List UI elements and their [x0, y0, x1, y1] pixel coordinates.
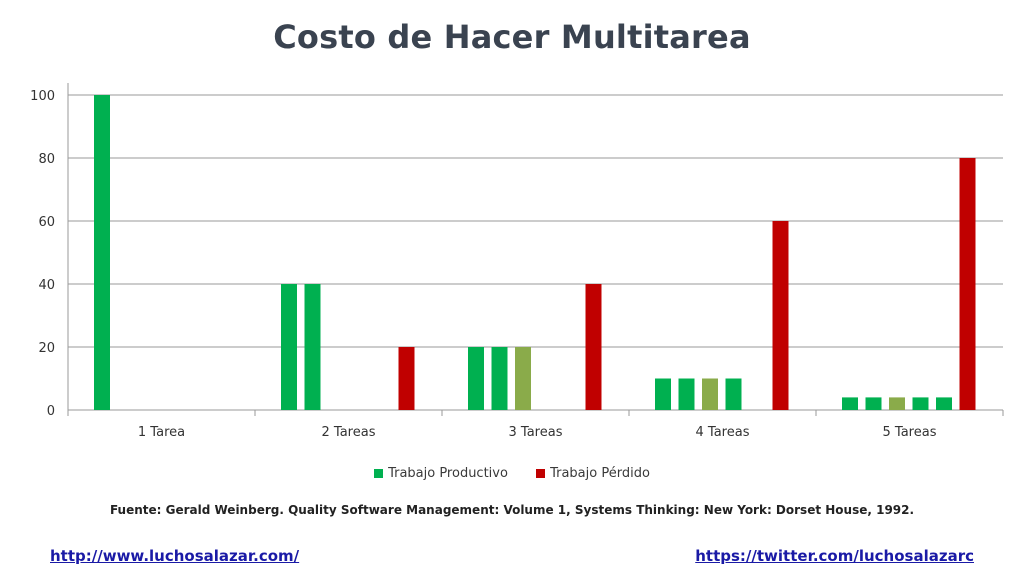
legend-item-productive: Trabajo Productivo: [374, 466, 508, 481]
bar-productive: [912, 397, 929, 410]
bar-productive: [702, 378, 718, 410]
y-tick-label: 60: [38, 215, 55, 230]
bar-productive: [725, 378, 742, 410]
x-tick-label: 3 Tareas: [509, 425, 563, 440]
bar-productive: [468, 347, 484, 410]
chart-title: Costo de Hacer Multitarea: [273, 18, 751, 56]
x-tick-label: 1 Tarea: [138, 425, 185, 440]
chart-legend: Trabajo Productivo Trabajo Pérdido: [0, 466, 1024, 482]
source-citation: Fuente: Gerald Weinberg. Quality Softwar…: [109, 503, 915, 517]
bar-productive: [936, 397, 952, 410]
legend-label-productive: Trabajo Productivo: [388, 466, 508, 481]
bar-productive: [491, 347, 508, 410]
website-link[interactable]: http://www.luchosalazar.com/: [50, 547, 300, 565]
y-tick-label: 100: [30, 89, 55, 104]
bar-productive: [655, 378, 671, 410]
bar-lost: [585, 284, 602, 410]
y-tick-label: 80: [38, 152, 55, 167]
bar-productive: [865, 397, 882, 410]
bar-lost: [398, 347, 415, 410]
x-tick-label: 2 Tareas: [322, 425, 376, 440]
bar-productive: [281, 284, 297, 410]
bar-productive: [889, 397, 905, 410]
bar-lost: [959, 158, 976, 410]
bar-chart: 0 20 40 60 80 100 1 Tarea 2 Tareas 3 Tareas 4 Tar…: [30, 83, 1004, 440]
bar-productive: [678, 378, 695, 410]
bar-lost: [772, 221, 789, 410]
y-tick-label: 40: [38, 278, 55, 293]
legend-item-lost: Trabajo Pérdido: [536, 466, 650, 481]
x-tick-label: 5 Tareas: [883, 425, 937, 440]
bar-productive: [515, 347, 531, 410]
legend-label-lost: Trabajo Pérdido: [550, 466, 650, 481]
y-tick-label: 20: [38, 341, 55, 356]
bar-productive: [842, 397, 858, 410]
bar-productive: [94, 95, 110, 410]
legend-swatch-lost: [536, 469, 546, 478]
legend-swatch-productive: [374, 469, 384, 478]
x-tick-label: 4 Tareas: [696, 425, 750, 440]
twitter-link[interactable]: https://twitter.com/luchosalazarc: [695, 547, 974, 565]
bar-productive: [304, 284, 321, 410]
y-tick-label: 0: [47, 404, 55, 419]
